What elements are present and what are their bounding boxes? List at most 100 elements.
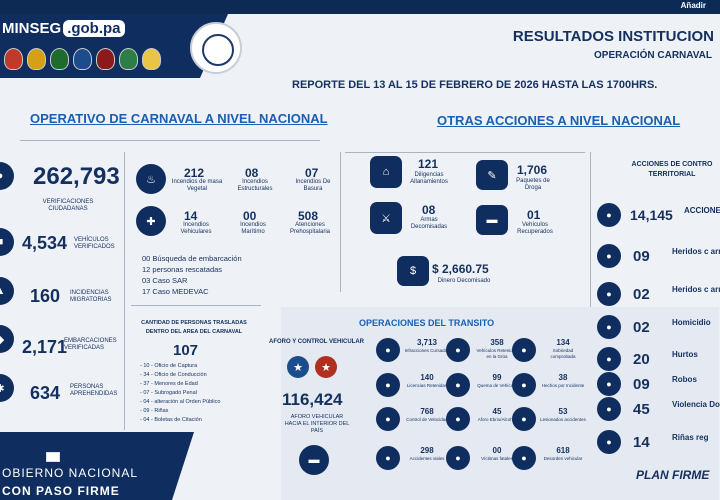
- stat-value: 00: [243, 209, 257, 223]
- territorial-stat-icon: ●: [597, 347, 621, 371]
- transit-stat-value: 38: [558, 373, 568, 382]
- transit-stat-label: Infracciones Cursadas: [404, 348, 450, 353]
- stat-value: 1,706: [517, 163, 548, 177]
- divider: [345, 152, 585, 153]
- territorial-stat-label: Heridos c arma de f: [672, 247, 720, 256]
- transit-stat-label: Vehículos Retenidos en la Grúa: [476, 348, 518, 359]
- territorial-stat-label: Homicidio: [672, 318, 711, 327]
- stat-label: Vehículos Recuperados: [517, 222, 553, 235]
- transit-stat-value: 298: [420, 446, 434, 455]
- transit-stat-icon: ●: [512, 407, 536, 431]
- stat-label: Armas Decomisadas: [410, 217, 448, 230]
- stat-label: Incendios de masa Vegetal: [171, 179, 223, 192]
- territorial-stat-value: 09: [633, 248, 650, 265]
- site-domain: .gob.pa: [63, 20, 125, 37]
- rescue-line: 17 Caso MEDEVAC: [142, 287, 209, 296]
- transit-stat-value: 618: [556, 446, 570, 455]
- rescue-line: 12 personas rescatadas: [142, 265, 223, 274]
- transfer-item: - 04 - Boletas de Citación: [140, 417, 202, 423]
- traffic-badge-icon: ★: [315, 356, 337, 378]
- transit-stat-value: 53: [558, 407, 568, 416]
- stat-label: Incendios Estructurales: [237, 179, 273, 192]
- transit-stat-label: Lesionados accidentes: [540, 417, 586, 422]
- territorial-stat-label: Violencia Doméstic: [672, 400, 720, 409]
- stat-label: Dinero Decomisado: [437, 278, 491, 284]
- territorial-stat-label: ACCIONES PREVENT: [684, 206, 720, 215]
- stat-label: Incendios Marítimo: [240, 222, 266, 235]
- house-icon: ⌂: [370, 156, 402, 188]
- firefighter-icon: ♨: [136, 164, 166, 194]
- gun-icon: ⚔: [370, 202, 402, 234]
- section-title-left: OPERATIVO DE CARNAVAL A NIVEL NACIONAL: [30, 111, 328, 126]
- transfer-item: - 10 - Oficio de Captura: [140, 363, 198, 369]
- badge-icon: [119, 48, 138, 70]
- arrest-icon: ✱: [0, 374, 14, 402]
- divider: [124, 152, 125, 430]
- transfer-item: - 04 - alteración al Orden Público: [140, 399, 221, 405]
- stat-value: 121: [418, 157, 439, 171]
- transit-stat-icon: ●: [376, 373, 400, 397]
- territorial-stat-label: Hurtos: [672, 350, 698, 359]
- transfer-item: - 09 - Riñas: [140, 408, 169, 414]
- badge-icon: [96, 48, 115, 70]
- transit-stat-icon: ●: [376, 407, 400, 431]
- stat-value: 212: [184, 166, 205, 180]
- drug-icon: ✎: [476, 160, 508, 190]
- aforo-label: AFORO VEHICULAR HACIA EL INTERIOR DEL PA…: [284, 414, 350, 434]
- stat-label: Diligencias Allanamientos: [410, 172, 448, 185]
- government-line1: OBIERNO NACIONAL: [2, 466, 139, 480]
- transit-stat-value: 358: [490, 338, 504, 347]
- migration-icon: ▲: [0, 277, 14, 305]
- transit-stat-value: 140: [420, 373, 434, 382]
- rescue-line: 00 Búsqueda de embarcación: [142, 254, 242, 263]
- transit-stat-icon: ●: [512, 338, 536, 362]
- page-subtitle: OPERACIÓN CARNAVAL: [594, 50, 712, 61]
- transit-stat-label: Hechos por Incidente: [541, 383, 585, 388]
- badge-icon: [73, 48, 92, 70]
- stat-value: 07: [305, 166, 319, 180]
- badge-icon: [50, 48, 69, 70]
- rescue-line: 03 Caso SAR: [142, 276, 188, 285]
- transit-stat-value: 768: [420, 407, 434, 416]
- territorial-stat-value: 14,145: [630, 207, 673, 223]
- transfers-total: 107: [173, 342, 199, 359]
- transit-stat-icon: ●: [446, 407, 470, 431]
- money-icon: $: [397, 256, 429, 286]
- transit-stat-icon: ●: [512, 373, 536, 397]
- page-title: RESULTADOS INSTITUCION: [512, 28, 714, 45]
- aforo-value: 116,424: [282, 390, 343, 409]
- transit-stat-label: Control de Velocidad: [406, 417, 448, 422]
- stat-label: VERIFICACIONES CIUDADANAS: [42, 199, 94, 212]
- territorial-stat-value: 45: [633, 401, 650, 418]
- stat-value: 08: [245, 166, 259, 180]
- stat-value: 4,534: [22, 233, 68, 253]
- stat-value: 634: [30, 383, 61, 403]
- government-line2: CON PASO FIRME: [2, 484, 120, 498]
- section-title-territorial: ACCIONES DE CONTRO TERRITORIAL: [631, 161, 713, 178]
- stat-label: INCIDENCIAS MIGRATORIAS: [70, 290, 112, 303]
- stat-value: 14: [184, 209, 198, 223]
- panama-flag-icon: [46, 452, 60, 462]
- transit-stat-icon: ●: [446, 446, 470, 470]
- ambulance-icon: ✚: [136, 206, 166, 236]
- transit-stat-icon: ●: [446, 373, 470, 397]
- report-period: REPORTE DEL 13 AL 15 DE FEBRERO DE 2026 …: [292, 79, 658, 91]
- transit-stat-icon: ●: [512, 446, 536, 470]
- stat-label: Atenciones Prehospitalaria: [289, 222, 331, 235]
- territorial-stat-value: 14: [633, 434, 650, 451]
- transit-stat-value: 134: [556, 338, 570, 347]
- aforo-title: AFORO Y CONTROL VEHICULAR: [269, 339, 365, 345]
- site-name: MINSEG: [2, 20, 62, 37]
- transfers-title: CANTIDAD DE PERSONAS TRASLADAS DENTRO DE…: [141, 320, 247, 335]
- badge-icon: [142, 48, 161, 70]
- top-bar-label: Añadir: [680, 1, 706, 10]
- territorial-stat-label: Heridos c arma blan: [672, 285, 720, 294]
- stat-value: 508: [298, 209, 319, 223]
- transit-stat-value: 45: [492, 407, 502, 416]
- territorial-stat-icon: ●: [597, 315, 621, 339]
- stat-value: 01: [527, 208, 541, 222]
- transfer-item: - 37 - Menores de Edad: [140, 381, 198, 387]
- section-title-right: OTRAS ACCIONES A NIVEL NACIONAL: [437, 113, 681, 128]
- transit-stat-label: Accidentes viales: [409, 456, 445, 461]
- territorial-stat-value: 20: [633, 351, 650, 368]
